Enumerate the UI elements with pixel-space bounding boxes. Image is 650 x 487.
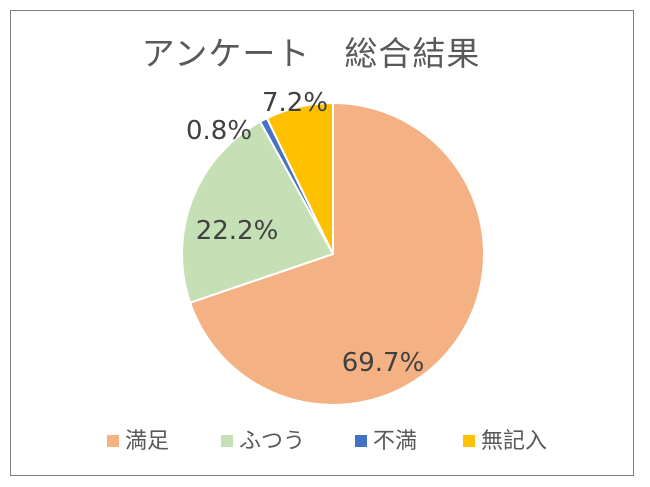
legend-label-3: 不満: [373, 429, 417, 454]
pie-slices: [181, 101, 485, 406]
legend-swatch-1: [107, 435, 119, 447]
legend-label-2: ふつう: [239, 429, 305, 454]
legend-item-3: 不満: [355, 429, 417, 454]
legend-swatch-2: [221, 435, 233, 447]
data-labels: 69.7% 22.2% 0.8% 7.2%: [186, 88, 424, 378]
pie-chart: アンケート 総合結果 69.7% 22.2% 0.8% 7.2% 満足 ふつう 不満 無記入: [107, 34, 547, 454]
data-label-1: 69.7%: [342, 348, 425, 378]
legend-item-4: 無記入: [463, 429, 547, 454]
chart-frame: アンケート 総合結果 69.7% 22.2% 0.8% 7.2% 満足 ふつう 不満 無記入: [10, 10, 634, 476]
legend-swatch-3: [355, 435, 367, 447]
data-label-4: 7.2%: [262, 88, 328, 118]
pie-slice-4: [265, 101, 334, 255]
data-label-3: 0.8%: [186, 116, 252, 146]
data-label-2: 22.2%: [196, 216, 279, 246]
pie-slice-2: [181, 120, 335, 305]
pie-slice-1: [188, 101, 485, 406]
legend-item-1: 満足: [107, 429, 169, 454]
chart-title: アンケート 総合結果: [142, 34, 481, 73]
legend-label-4: 無記入: [481, 429, 547, 454]
legend-item-2: ふつう: [221, 429, 305, 454]
legend-label-1: 満足: [125, 429, 169, 454]
legend-swatch-4: [463, 435, 475, 447]
legend: 満足 ふつう 不満 無記入: [107, 429, 547, 454]
